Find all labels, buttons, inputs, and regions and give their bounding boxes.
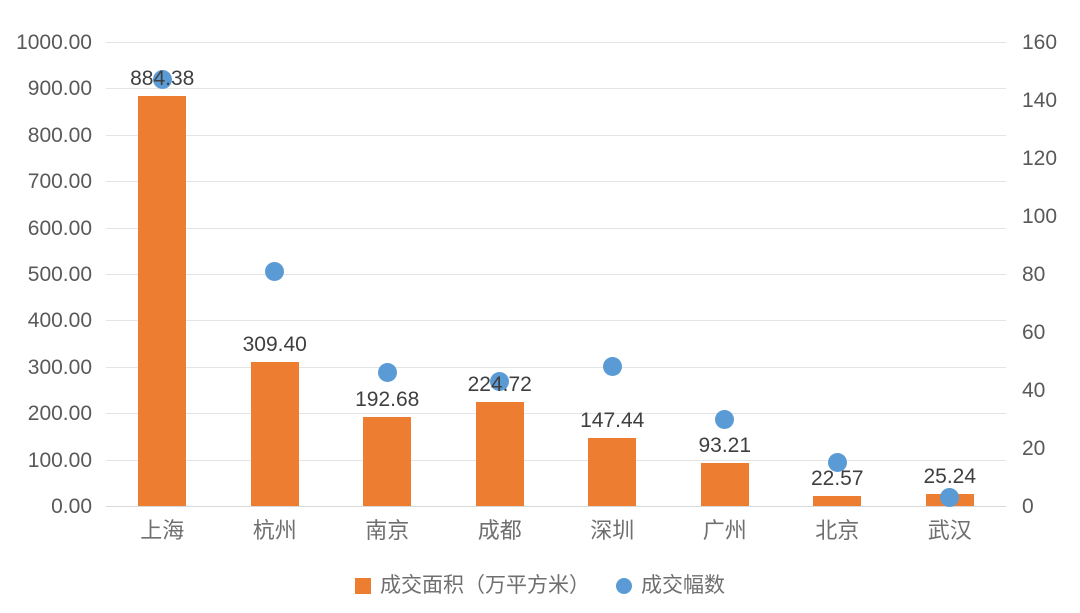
right-axis-tick-label: 140: [1022, 89, 1058, 112]
gridline: [106, 42, 1006, 43]
gridline: [106, 181, 1006, 183]
gridline: [106, 459, 1006, 461]
bar[interactable]: [588, 437, 637, 506]
right-axis-tick-label: 160: [1022, 31, 1058, 54]
left-axis-tick-label: 0.00: [51, 495, 92, 518]
right-axis-tick-label: 20: [1022, 437, 1046, 460]
data-point-marker[interactable]: [377, 363, 397, 383]
left-axis-tick-label: 800.00: [27, 123, 92, 147]
left-axis-tick-label: 300.00: [27, 355, 92, 379]
bar-value-label: 147.44: [580, 408, 645, 432]
category-group: 93.21 广州: [669, 42, 782, 542]
bar[interactable]: [250, 362, 299, 506]
category-axis-label: 上海: [140, 518, 185, 543]
data-point-marker[interactable]: [265, 261, 285, 281]
legend-square-icon: [355, 577, 371, 594]
right-axis-tick-label: 80: [1022, 263, 1046, 286]
bar[interactable]: [138, 95, 187, 506]
bar[interactable]: [475, 401, 524, 506]
legend-circle-icon: [616, 577, 632, 594]
gridline: [106, 413, 1006, 415]
data-point-marker[interactable]: [940, 487, 960, 507]
right-axis-tick-label: 100: [1022, 205, 1058, 228]
category-axis-label: 北京: [815, 518, 860, 543]
left-axis-tick-label: 1000.00: [16, 31, 92, 54]
gridline: [106, 320, 1006, 322]
gridline: [106, 227, 1006, 229]
legend-label: 成交幅数: [641, 574, 725, 597]
category-axis-label: 广州: [702, 518, 747, 543]
gridline: [106, 366, 1006, 368]
right-axis-tick-label: 40: [1022, 379, 1046, 402]
right-axis-tick-label: 0: [1022, 495, 1034, 518]
category-group: 25.24 武汉: [894, 42, 1007, 541]
left-axis-tick-label: 400.00: [27, 309, 92, 333]
gridline: [106, 506, 1006, 507]
category-group: 884.38 上海: [106, 42, 219, 542]
category-group: 22.57 北京: [781, 42, 894, 542]
category-axis-label: 南京: [365, 518, 410, 543]
data-point-marker[interactable]: [715, 409, 735, 429]
bar[interactable]: [363, 416, 412, 506]
right-axis-tick-label: 60: [1022, 321, 1046, 344]
gridline: [106, 134, 1006, 136]
bar[interactable]: [813, 495, 862, 506]
chart-legend: 成交面积（万平方米） 成交幅数: [0, 575, 1080, 596]
left-axis-tick-label: 600.00: [27, 216, 92, 240]
bar-value-label: 22.57: [810, 466, 864, 490]
bar-value-label: 192.68: [355, 387, 420, 411]
category-axis-label: 武汉: [927, 518, 972, 543]
bar-value-label: 93.21: [698, 433, 752, 457]
gridline: [106, 88, 1006, 90]
category-axis-label: 成都: [477, 518, 522, 543]
data-point-marker[interactable]: [827, 453, 847, 472]
category-axis-label: 深圳: [590, 518, 635, 543]
legend-item[interactable]: 成交面积（万平方米）: [355, 575, 590, 596]
category-group: 147.44 深圳: [556, 42, 669, 542]
left-value-axis: 0.00 100.00 200.00 300.00 400.00 500.00 600.00…: [0, 32, 92, 517]
data-point-marker[interactable]: [602, 357, 622, 377]
bar-value-label: 309.40: [242, 333, 307, 357]
right-value-axis: 0 20 40 60 80 100 120 140 160: [1022, 32, 1080, 517]
legend-item[interactable]: 成交幅数: [616, 575, 725, 596]
left-axis-tick-label: 500.00: [27, 263, 92, 286]
right-axis-tick-label: 120: [1022, 147, 1058, 170]
bar-value-label: 884.38: [130, 66, 195, 90]
category-group: 224.72 成都: [444, 42, 557, 542]
data-point-marker[interactable]: [490, 371, 510, 391]
left-axis-tick-label: 200.00: [27, 402, 92, 426]
left-axis-tick-label: 700.00: [27, 170, 92, 194]
legend-label: 成交面积（万平方米）: [380, 574, 590, 597]
data-point-marker[interactable]: [152, 70, 172, 90]
bar-value-label: 25.24: [923, 465, 977, 489]
series-layer: 884.38 上海 309.40 杭州 192.68 南京 224.72 成都 147.44 深圳…: [106, 42, 1007, 542]
left-axis-tick-label: 900.00: [27, 77, 92, 101]
gridline: [106, 274, 1006, 275]
left-axis-tick-label: 100.00: [27, 448, 92, 472]
category-group: 309.40 杭州: [219, 42, 332, 542]
plot-area: [106, 42, 1006, 507]
category-group: 192.68 南京: [331, 42, 444, 542]
bar-value-label: 224.72: [467, 372, 532, 396]
category-axis-label: 杭州: [252, 518, 297, 543]
bar[interactable]: [700, 462, 749, 506]
